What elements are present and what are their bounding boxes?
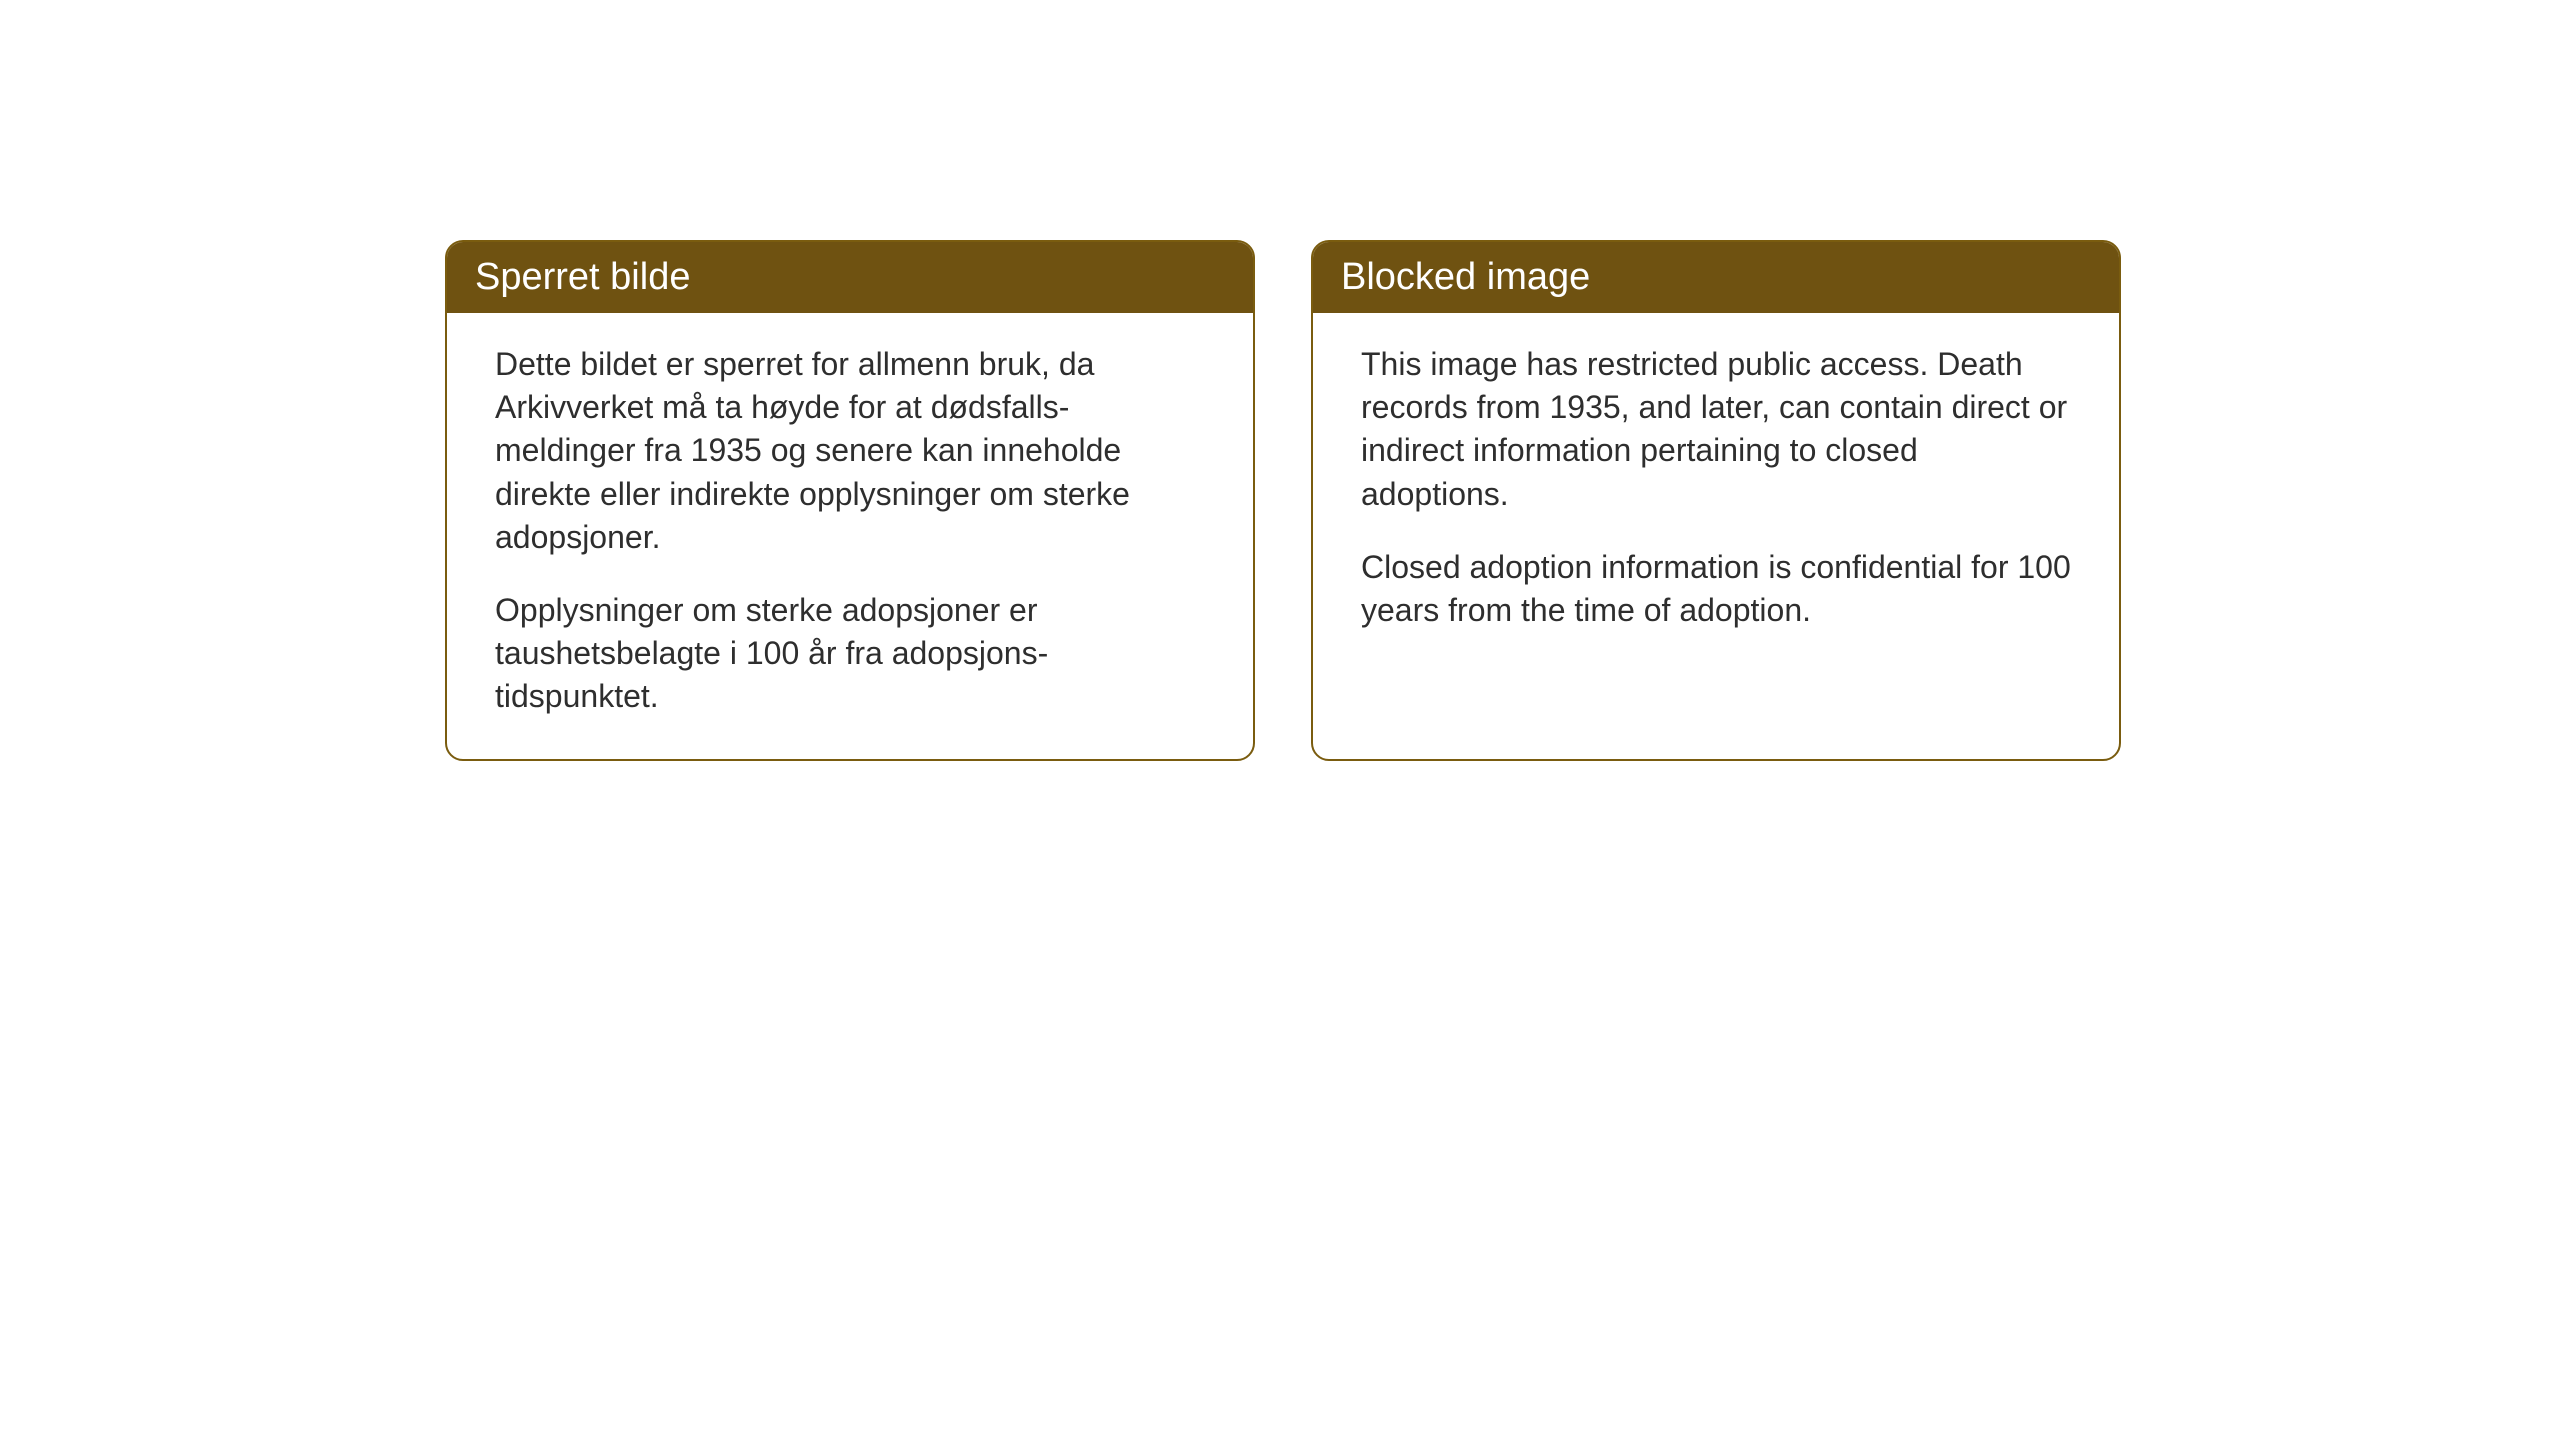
card-body-english: This image has restricted public access.… xyxy=(1313,313,2119,672)
notice-cards-container: Sperret bilde Dette bildet er sperret fo… xyxy=(445,240,2121,761)
card-paragraph: Dette bildet er sperret for allmenn bruk… xyxy=(495,343,1205,559)
card-body-norwegian: Dette bildet er sperret for allmenn bruk… xyxy=(447,313,1253,759)
card-title-english: Blocked image xyxy=(1341,256,1590,298)
notice-card-english: Blocked image This image has restricted … xyxy=(1311,240,2121,761)
card-title-norwegian: Sperret bilde xyxy=(475,256,690,298)
notice-card-norwegian: Sperret bilde Dette bildet er sperret fo… xyxy=(445,240,1255,761)
card-header-english: Blocked image xyxy=(1313,242,2119,313)
card-paragraph: Opplysninger om sterke adopsjoner er tau… xyxy=(495,589,1205,719)
card-header-norwegian: Sperret bilde xyxy=(447,242,1253,313)
card-paragraph: Closed adoption information is confident… xyxy=(1361,546,2071,632)
card-paragraph: This image has restricted public access.… xyxy=(1361,343,2071,516)
